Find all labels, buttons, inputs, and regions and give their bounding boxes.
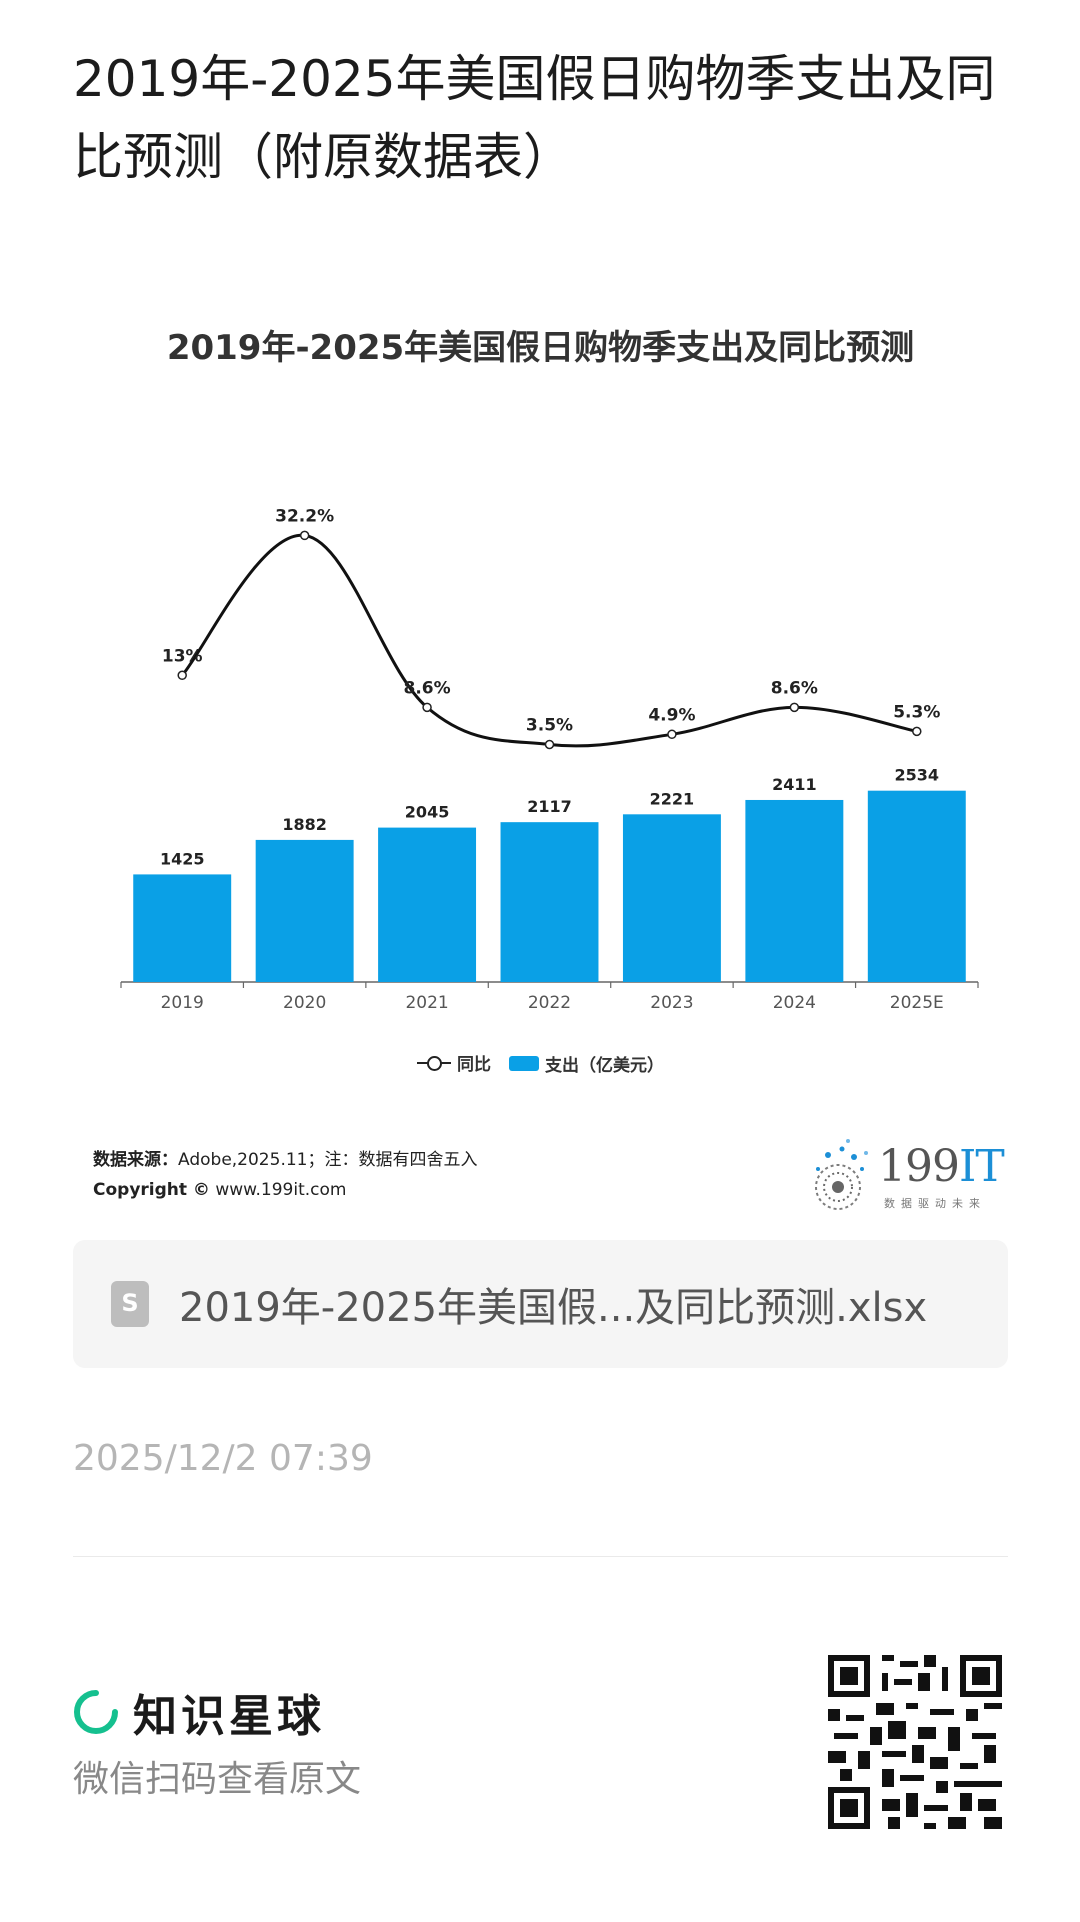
brand-name: 199IT — [878, 1141, 1005, 1192]
brand-logo: 199IT 数据驱动未来 — [808, 1135, 1008, 1215]
source-text: Adobe,2025.11；注：数据有四舍五入 — [178, 1150, 478, 1170]
bar-swatch-icon — [508, 1055, 539, 1071]
chart-svg: 1425 2019 1882 2020 2045 2021 2117 2022 2221 2023… — [120, 506, 979, 1013]
bar-2019 — [133, 874, 232, 982]
yoy-point — [422, 702, 432, 713]
bar-2025E — [867, 790, 966, 982]
bar-2024 — [745, 799, 844, 982]
bar-value-label: 2045 — [405, 803, 450, 822]
bar-value-label: 2117 — [527, 797, 572, 816]
x-tick-label: 2023 — [650, 993, 693, 1013]
page-title: 2019年-2025年美国假日购物季支出及同比预测（附原数据表） — [73, 50, 996, 186]
brand-name-it: IT — [958, 1141, 1005, 1192]
x-tick-label: 2024 — [773, 993, 816, 1013]
brand-slogan: 数据驱动未来 — [884, 1197, 986, 1210]
brand-name-num: 199 — [878, 1141, 960, 1192]
planet-logo-icon — [74, 1690, 118, 1734]
legend-item-spend: 支出（亿美元） — [508, 1051, 664, 1076]
copyright-label: Copyright © — [93, 1180, 210, 1200]
yoy-value-label: 3.5% — [526, 716, 573, 736]
x-tick-label: 2020 — [283, 993, 326, 1013]
bar-2022 — [500, 822, 599, 982]
source-block: 数据来源：Adobe,2025.11；注：数据有四舍五入 Copyright ©… — [93, 1145, 477, 1205]
bar-2023 — [622, 814, 721, 982]
bar-value-label: 2221 — [650, 789, 695, 808]
yoy-value-label: 8.6% — [771, 678, 818, 698]
attachment-file-card[interactable]: 2019年-2025年美国假...及同比预测.xlsx — [73, 1240, 1008, 1368]
bar-value-label: 1425 — [160, 849, 205, 868]
bar-value-label: 2411 — [772, 775, 817, 794]
yoy-line — [181, 533, 918, 748]
source-label: 数据来源： — [93, 1150, 178, 1170]
yoy-point — [789, 702, 800, 713]
yoy-point — [177, 670, 187, 681]
chart-legend: 同比 支出（亿美元） — [73, 1050, 1008, 1076]
yoy-point — [667, 729, 677, 740]
bar-2021 — [378, 827, 477, 982]
planet-brand: 知识星球 — [73, 1680, 325, 1744]
x-tick-label: 2021 — [405, 993, 448, 1013]
yoy-point — [544, 739, 555, 750]
bar-value-label: 1882 — [282, 815, 327, 834]
line-marker-icon — [417, 1055, 452, 1071]
yoy-value-label: 5.3% — [893, 702, 940, 722]
planet-brand-name: 知识星球 — [133, 1691, 325, 1742]
x-tick-label: 2025E — [890, 993, 944, 1013]
legend-label-yoy: 同比 — [457, 1055, 492, 1075]
yoy-value-label: 13% — [162, 646, 203, 666]
yoy-value-label: 4.9% — [648, 705, 695, 725]
legend-item-yoy: 同比 — [417, 1050, 491, 1075]
chart-title: 2019年-2025年美国假日购物季支出及同比预测 — [166, 328, 915, 368]
attachment-file-name[interactable]: 2019年-2025年美国假...及同比预测.xlsx — [179, 1285, 928, 1331]
x-tick-label: 2022 — [528, 993, 571, 1013]
legend-label-spend: 支出（亿美元） — [544, 1055, 664, 1076]
dandelion-icon — [815, 1139, 868, 1210]
yoy-value-label: 32.2% — [275, 506, 334, 526]
copyright-text: www.199it.com — [215, 1180, 347, 1200]
post-timestamp: 2025/12/2 07:39 — [73, 1438, 373, 1479]
bar-2020 — [255, 839, 354, 982]
chart-card: 2019年-2025年美国假日购物季支出及同比预测 1425 2019 1882 20… — [73, 300, 1008, 1240]
yoy-value-label: 8.6% — [403, 678, 450, 698]
yoy-point — [299, 530, 310, 541]
spreadsheet-icon — [111, 1281, 149, 1327]
qr-code-icon[interactable] — [828, 1655, 1002, 1829]
bar-value-label: 2534 — [895, 766, 940, 785]
scan-hint: 微信扫码查看原文 — [73, 1759, 362, 1800]
yoy-point — [912, 726, 922, 737]
divider — [73, 1556, 1008, 1557]
x-tick-label: 2019 — [161, 993, 204, 1013]
